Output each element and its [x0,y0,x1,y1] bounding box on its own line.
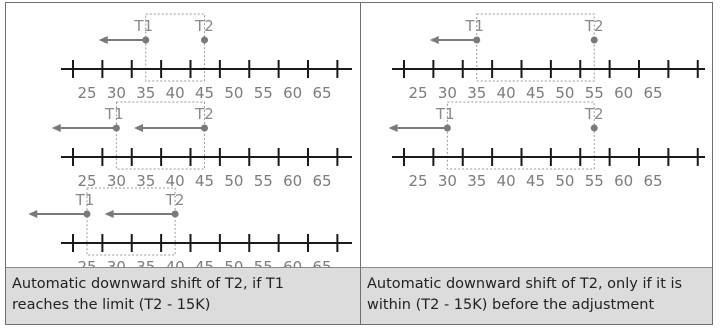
t2-label: T2 [194,17,214,35]
t1-label: T1 [75,191,95,209]
t2-marker [201,124,208,132]
t2-label: T2 [194,105,214,123]
t1-marker [473,36,481,44]
scale-row: 25 30 35 40 45 50 55 60 65 T1 T2 [392,13,705,102]
tick-label: 30 [107,258,126,269]
range-box [115,101,205,170]
caption-right: Automatic downward shift of T2, only if … [361,267,712,324]
tick-label: 45 [526,172,545,190]
tick-label: 60 [283,258,302,269]
tick-label: 50 [224,172,243,190]
tick-label: 30 [107,84,126,102]
tick-label: 40 [497,172,516,190]
caption-right-line2: within (T2 - 15K) before the adjustment [367,297,655,313]
tick-label: 35 [136,172,155,190]
tick-label: 65 [312,84,331,102]
scale-row: 25 30 35 40 45 50 55 60 65 T1 T2 [388,101,705,190]
tick-label: 35 [467,84,486,102]
tick-label: 25 [77,258,96,269]
tick-label: 35 [136,84,155,102]
tick-label: 55 [254,172,273,190]
t2-marker [590,36,598,44]
tick-label: 50 [555,172,574,190]
right-diagram: 25 30 35 40 45 50 55 60 65 T1 T2 25 30 35 40 45 50 55 60 65… [388,13,705,190]
tick-label: 45 [195,172,214,190]
range-box [446,101,595,170]
tick-label: 30 [438,172,457,190]
scale-row: 25 30 35 40 45 50 55 60 65 T1 T2 [51,101,352,190]
tick-label: 45 [195,258,214,269]
scale-row: 25 30 35 40 45 50 55 60 65 T1 T2 [28,187,352,269]
tick-label: 65 [312,258,331,269]
range-box [476,13,595,82]
tick-label: 40 [166,172,185,190]
tick-label: 50 [224,84,243,102]
tick-label: 25 [408,84,427,102]
tick-label: 60 [614,84,633,102]
tick-label: 60 [614,172,633,190]
tick-label: 35 [136,258,155,269]
panel-right: 25 30 35 40 45 50 55 60 65 T1 T2 25 30 35 40 45 50 55 60 65… [360,2,713,325]
t1-arrow-head [388,124,398,132]
tick-label: 60 [283,84,302,102]
tick-label: 55 [254,258,273,269]
t2-marker [590,124,598,132]
t2-label: T2 [165,191,185,209]
t1-arrow-head [51,124,61,132]
t1-marker [112,124,120,132]
tick-label: 55 [585,84,604,102]
t1-arrow-head [98,36,108,44]
t1-label: T1 [104,105,124,123]
t1-label: T1 [133,17,153,35]
t2-label: T2 [584,17,604,35]
scale-row: 25 30 35 40 45 50 55 60 65 T1 T2 [61,13,352,102]
tick-label: 25 [77,84,96,102]
tick-label: 40 [497,84,516,102]
range-box [86,187,176,256]
tick-label: 45 [195,84,214,102]
panel-left: 25 30 35 40 45 50 55 60 65 T1 T2 25 30 35 40 45 50 55 60 65… [5,2,361,325]
tick-label: 35 [467,172,486,190]
tick-label: 25 [77,172,96,190]
tick-label: 55 [254,84,273,102]
left-diagram: 25 30 35 40 45 50 55 60 65 T1 T2 25 30 35 40 45 50 55 60 65… [28,13,352,269]
tick-label: 60 [283,172,302,190]
caption-left-line2: reaches the limit (T2 - 15K) [12,297,211,313]
tick-label: 40 [166,84,185,102]
t2-arrow-head [104,210,114,218]
tick-label: 30 [107,172,126,190]
t1-marker [443,124,451,132]
tick-label: 65 [643,84,662,102]
t2-arrow-head [134,124,143,132]
tick-label: 25 [408,172,427,190]
tick-label: 65 [312,172,331,190]
t2-marker [201,36,208,44]
diagram-frame: 25 30 35 40 45 50 55 60 65 T1 T2 25 30 35 40 45 50 55 60 65… [5,2,713,325]
t1-marker [142,36,150,44]
tick-label: 65 [643,172,662,190]
t2-marker [171,210,179,218]
caption-right-line1: Automatic downward shift of T2, only if … [367,276,683,292]
tick-label: 50 [224,258,243,269]
tick-label: 50 [555,84,574,102]
t1-label: T1 [435,105,455,123]
range-box [145,13,205,82]
caption-left-line1: Automatic downward shift of T2, if T1 [12,276,284,292]
tick-label: 40 [166,258,185,269]
caption-left: Automatic downward shift of T2, if T1 re… [6,267,360,324]
t1-arrow-head [429,36,439,44]
tick-label: 55 [585,172,604,190]
tick-label: 45 [526,84,545,102]
t1-label: T1 [464,17,484,35]
t1-arrow-head [28,210,38,218]
t1-marker [83,210,91,218]
tick-label: 30 [438,84,457,102]
t2-label: T2 [584,105,604,123]
